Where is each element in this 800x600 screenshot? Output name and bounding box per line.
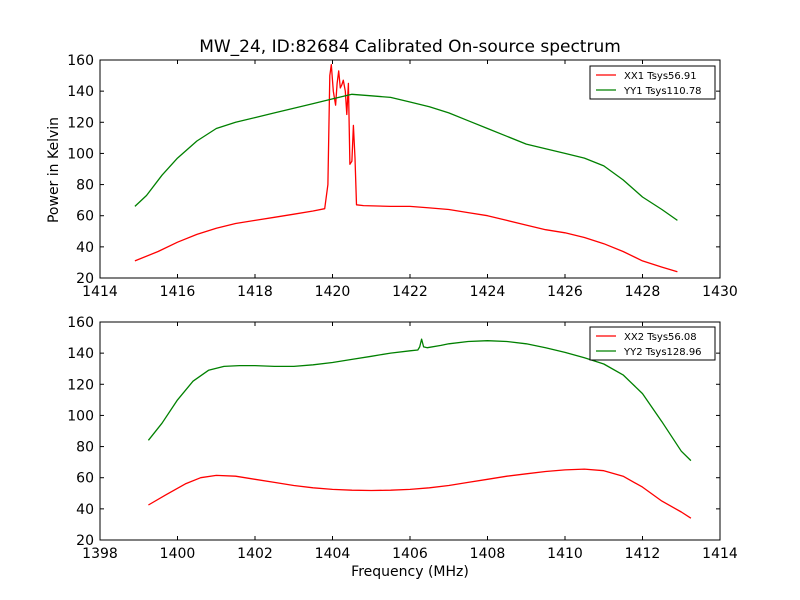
y-tick-label: 20 — [76, 533, 94, 549]
x-tick-label: 1422 — [392, 284, 428, 300]
x-tick-label: 1414 — [702, 546, 738, 562]
y-tick-label: 60 — [76, 471, 94, 487]
x-tick-label: 1420 — [315, 284, 351, 300]
legend-label: XX1 Tsys56.91 — [624, 71, 697, 82]
y-tick-label: 100 — [67, 146, 94, 162]
y-tick-label: 160 — [67, 53, 94, 69]
top-subplot: MW_24, ID:82684 Calibrated On-source spe… — [46, 37, 738, 300]
y-tick-label: 160 — [67, 315, 94, 331]
legend-box — [589, 326, 716, 361]
series-line-2 — [147, 338, 692, 462]
x-tick-label: 1430 — [702, 284, 738, 300]
y-tick-label: 40 — [76, 240, 94, 256]
x-tick-label: 1424 — [470, 284, 506, 300]
x-tick-label: 1426 — [547, 284, 583, 300]
y-tick-label: 120 — [67, 377, 94, 393]
series-line-2 — [134, 93, 678, 221]
x-tick-label: 1408 — [470, 546, 506, 562]
y-tick-label: 80 — [76, 178, 94, 194]
y-axis-label: Power in Kelvin — [46, 117, 62, 223]
y-tick-label: 80 — [76, 440, 94, 456]
x-tick-label: 1406 — [392, 546, 428, 562]
legend: XX2 Tsys56.08 YY2 Tsys128.96 — [589, 326, 716, 361]
chart-title: MW_24, ID:82684 Calibrated On-source spe… — [199, 37, 621, 57]
legend-label: XX2 Tsys56.08 — [624, 332, 697, 343]
x-tick-label: 1398 — [82, 546, 118, 562]
x-tick-label: 1414 — [82, 284, 118, 300]
y-tick-label: 20 — [76, 271, 94, 287]
legend-box — [589, 65, 716, 100]
x-tick-label: 1416 — [160, 284, 196, 300]
x-tick-label: 1428 — [625, 284, 661, 300]
y-tick-label: 60 — [76, 209, 94, 225]
legend: XX1 Tsys56.91 YY1 Tsys110.78 — [589, 65, 716, 100]
legend-label: YY1 Tsys110.78 — [623, 86, 702, 97]
x-tick-label: 1402 — [237, 546, 273, 562]
y-tick-label: 120 — [67, 115, 94, 131]
series-line-1 — [148, 468, 692, 519]
x-tick-label: 1412 — [625, 546, 661, 562]
y-tick-label: 40 — [76, 502, 94, 518]
x-axis-label: Frequency (MHz) — [351, 564, 469, 580]
series-line-1 — [134, 64, 678, 273]
x-tick-label: 1400 — [160, 546, 196, 562]
y-tick-label: 140 — [67, 84, 94, 100]
y-tick-label: 140 — [67, 346, 94, 362]
x-tick-label: 1410 — [547, 546, 583, 562]
bottom-subplot: Frequency (MHz) 1398 1400 1402 1404 1406 1408… — [67, 315, 738, 580]
y-tick-label: 100 — [67, 408, 94, 424]
x-tick-label: 1418 — [237, 284, 273, 300]
x-tick-label: 1404 — [315, 546, 351, 562]
legend-label: YY2 Tsys128.96 — [623, 347, 702, 358]
